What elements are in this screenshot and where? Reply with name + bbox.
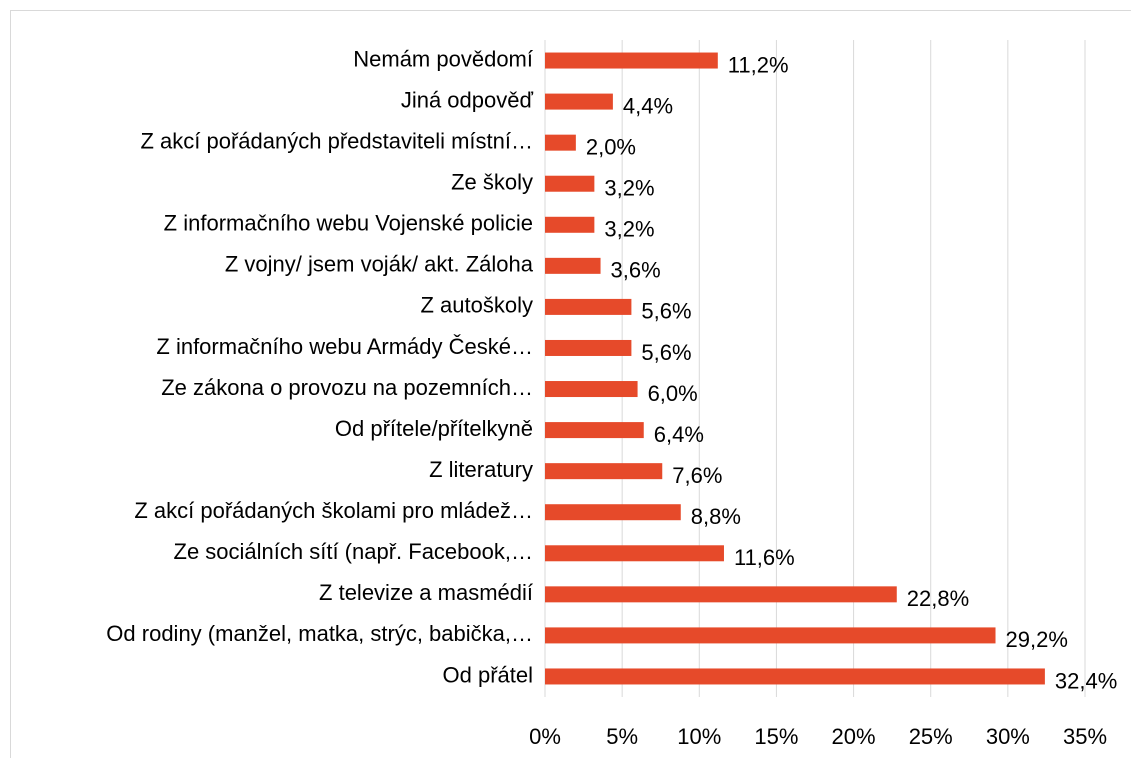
data-label: 3,6%	[611, 258, 661, 283]
bar	[545, 257, 601, 274]
bar	[545, 463, 663, 480]
data-label: 3,2%	[604, 176, 654, 201]
x-tick-label: 5%	[606, 724, 638, 749]
bar	[545, 545, 724, 562]
data-label: 11,6%	[734, 545, 795, 570]
data-label: 11,2%	[728, 52, 789, 77]
data-label: 22,8%	[907, 586, 969, 611]
y-tick-label: Z informačního webu Vojenské policie	[164, 211, 533, 236]
y-tick-label: Z akcí pořádaných školami pro mládež…	[134, 498, 533, 523]
bar	[545, 627, 996, 644]
y-tick-label: Z autoškoly	[421, 293, 534, 318]
bar	[545, 298, 632, 315]
x-tick-label: 0%	[529, 724, 561, 749]
bar	[545, 668, 1045, 685]
x-tick-label: 10%	[677, 724, 721, 749]
data-label: 5,6%	[641, 299, 691, 324]
bar	[545, 586, 897, 603]
x-tick-label: 30%	[986, 724, 1030, 749]
data-label: 29,2%	[1006, 627, 1068, 652]
x-tick-label: 20%	[832, 724, 876, 749]
bar	[545, 52, 718, 69]
data-label: 8,8%	[691, 504, 741, 529]
bar	[545, 134, 576, 151]
data-label: 4,4%	[623, 93, 673, 118]
y-tick-label: Od přítele/přítelkyně	[335, 416, 533, 441]
data-label: 6,4%	[654, 422, 704, 447]
y-tick-label: Z televize a masmédií	[319, 580, 533, 605]
y-tick-label: Ze zákona o provozu na pozemních…	[161, 375, 533, 400]
data-label: 3,2%	[604, 217, 654, 242]
bar	[545, 216, 595, 233]
bar	[545, 93, 613, 110]
y-tick-label: Ze školy	[451, 170, 533, 195]
bar	[545, 381, 638, 398]
x-tick-label: 35%	[1063, 724, 1107, 749]
bar	[545, 504, 681, 521]
data-label: 7,6%	[672, 463, 722, 488]
y-tick-label: Z informačního webu Armády České…	[156, 334, 533, 359]
data-label: 32,4%	[1055, 668, 1117, 693]
x-tick-label: 25%	[909, 724, 953, 749]
y-tick-label: Jiná odpověď	[401, 87, 534, 112]
chart-border	[10, 10, 1131, 758]
bar	[545, 339, 632, 356]
y-tick-label: Z vojny/ jsem voják/ akt. Záloha	[225, 252, 534, 277]
y-tick-label: Z akcí pořádaných představiteli místní…	[141, 128, 534, 153]
x-tick-label: 15%	[754, 724, 798, 749]
data-label: 2,0%	[586, 134, 636, 159]
bar	[545, 422, 644, 439]
y-tick-label: Od rodiny (manžel, matka, strýc, babička…	[106, 621, 533, 646]
bar	[545, 175, 595, 192]
y-tick-label: Ze sociálních sítí (např. Facebook,…	[174, 539, 534, 564]
y-tick-label: Od přátel	[443, 662, 534, 687]
y-tick-label: Nemám povědomí	[353, 46, 533, 71]
y-tick-label: Z literatury	[429, 457, 533, 482]
data-label: 5,6%	[641, 340, 691, 365]
data-label: 6,0%	[648, 381, 698, 406]
